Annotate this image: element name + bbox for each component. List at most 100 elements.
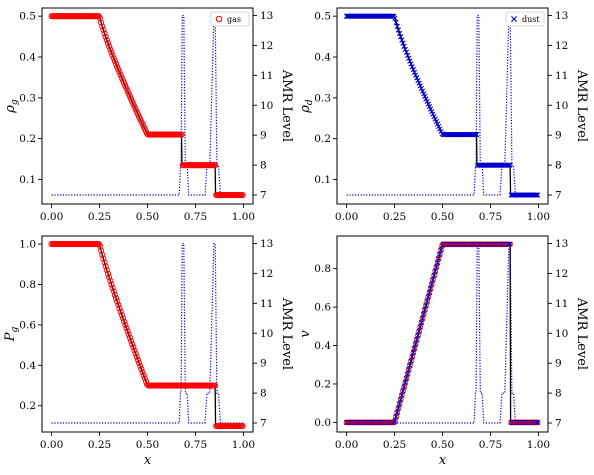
data-point	[125, 331, 132, 338]
x-tick-label: 0.75	[479, 439, 502, 451]
data-point	[115, 301, 122, 309]
data-point	[395, 27, 402, 33]
legend-marker	[215, 15, 223, 23]
y-tick-label: 0.2	[19, 400, 36, 412]
exact-solution-line	[346, 243, 539, 424]
data-point	[98, 247, 105, 254]
data-point	[507, 241, 513, 248]
y-tick-label: 0.2	[314, 133, 331, 145]
data-point	[532, 192, 538, 198]
data-point	[100, 255, 107, 262]
data-point	[394, 23, 400, 30]
data-point	[417, 83, 423, 89]
axes-frame	[41, 7, 254, 205]
data-point	[140, 372, 147, 379]
y2-tick-label: 8	[555, 160, 562, 172]
x-axis-label: x	[144, 453, 152, 468]
data-point	[239, 191, 246, 199]
y-tick-label: 0.0	[314, 417, 331, 429]
y2-tick-label: 7	[260, 418, 267, 430]
data-point	[471, 131, 477, 138]
data-point	[99, 251, 106, 258]
y2-tick-label: 13	[260, 10, 273, 22]
data-point	[407, 58, 413, 64]
data-point	[534, 419, 541, 426]
y-tick-label: 0.4	[314, 340, 331, 352]
y-axis-label: ρg	[3, 99, 20, 114]
x-tick-label: 1.00	[527, 211, 550, 223]
data-point	[473, 131, 480, 138]
y2-tick-label: 10	[260, 100, 273, 112]
x-tick-label: 0.25	[88, 211, 111, 223]
y-tick-label: 0.3	[19, 92, 36, 104]
y2-axis-label: AMR Level	[574, 69, 589, 142]
y-axis-label: ρd	[298, 99, 315, 114]
data-point	[418, 85, 425, 92]
data-point	[211, 162, 219, 169]
data-point	[107, 46, 114, 53]
data-point	[141, 375, 148, 382]
data-point	[410, 66, 416, 73]
y2-tick-label: 9	[555, 358, 562, 370]
data-point	[117, 72, 124, 79]
y2-axis-label: AMR Level	[279, 69, 294, 142]
x-tick-label: 0.50	[136, 439, 159, 451]
data-point	[130, 344, 137, 351]
x-tick-label: 0.25	[88, 439, 111, 451]
data-point	[127, 337, 135, 344]
data-point	[118, 311, 125, 319]
data-point	[109, 284, 116, 291]
y2-tick-label: 10	[555, 328, 568, 340]
x-tick-label: 1.00	[232, 211, 255, 223]
y-tick-label: 0.3	[314, 92, 331, 104]
y2-tick-label: 8	[260, 388, 267, 400]
y2-tick-label: 9	[260, 130, 267, 142]
y-tick-label: 0.4	[314, 52, 331, 64]
data-point	[404, 52, 411, 58]
y-tick-label: 0.4	[19, 360, 36, 372]
data-point	[507, 162, 513, 168]
y2-tick-label: 7	[555, 190, 562, 202]
data-point	[108, 49, 115, 56]
data-point	[117, 308, 124, 315]
y2-tick-label: 10	[260, 328, 273, 340]
data-point	[415, 77, 421, 84]
data-point	[402, 46, 408, 53]
x-tick-label: 0.75	[184, 211, 207, 223]
data-point	[211, 382, 219, 389]
y2-tick-label: 11	[555, 70, 568, 82]
y2-tick-label: 9	[260, 358, 267, 370]
data-point	[124, 328, 131, 335]
legend-box	[505, 11, 545, 27]
amr-level-line	[346, 242, 539, 424]
data-point	[115, 66, 122, 73]
exact-solution-line	[346, 15, 539, 196]
data-point	[109, 52, 116, 59]
y-tick-label: 0.1	[19, 174, 36, 186]
data-point	[123, 324, 130, 332]
y-tick-label: 1.0	[19, 239, 36, 251]
y2-tick-label: 11	[260, 70, 273, 82]
panel-gas-density: 0.00 0.25 0.50 0.75 1.00 0.1 0.2 0.3 0.4 0.5 7 8 9 10…	[3, 7, 294, 223]
amr-level-line	[51, 242, 244, 424]
y2-tick-label: 12	[555, 268, 568, 280]
data-point	[472, 131, 479, 138]
x-tick-label: 0.25	[383, 439, 406, 451]
x-tick-label: 0.75	[184, 439, 207, 451]
x-tick-label: 1.00	[232, 439, 255, 451]
axes-frame	[336, 235, 549, 433]
x-tick-label: 0.50	[431, 211, 454, 223]
y2-tick-label: 13	[555, 10, 568, 22]
y2-tick-label: 12	[260, 268, 273, 280]
data-point	[178, 131, 185, 138]
data-point	[131, 347, 138, 354]
data-point	[406, 55, 412, 61]
y2-tick-label: 12	[555, 40, 568, 52]
x-axis-label: x	[439, 453, 447, 468]
data-point	[101, 30, 108, 37]
data-point	[534, 192, 541, 198]
x-tick-label: 0.00	[40, 211, 63, 223]
data-point	[506, 241, 512, 247]
data-point	[533, 192, 540, 198]
